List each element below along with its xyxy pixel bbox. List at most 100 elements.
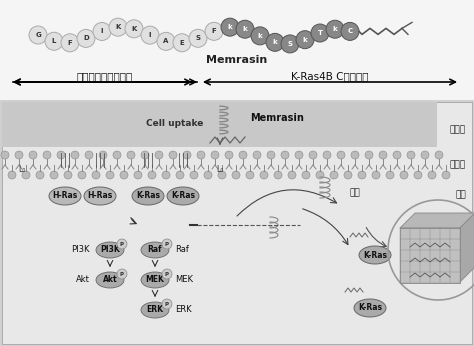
Text: H-Ras: H-Ras (87, 191, 113, 200)
Text: K: K (131, 26, 137, 32)
Circle shape (274, 171, 282, 179)
Text: k: k (228, 24, 232, 30)
Text: ERK: ERK (146, 306, 164, 315)
Circle shape (309, 151, 317, 159)
Text: k: k (302, 37, 307, 43)
Text: Raf: Raf (148, 246, 162, 255)
Circle shape (267, 151, 275, 159)
Circle shape (205, 22, 223, 40)
Circle shape (386, 171, 394, 179)
Text: k: k (333, 26, 337, 32)
Ellipse shape (359, 246, 391, 264)
Circle shape (296, 31, 314, 49)
Circle shape (204, 171, 212, 179)
Circle shape (155, 151, 163, 159)
Circle shape (189, 29, 207, 47)
Circle shape (311, 24, 329, 42)
Circle shape (113, 151, 121, 159)
Circle shape (295, 151, 303, 159)
Text: K: K (115, 24, 121, 30)
Circle shape (281, 35, 299, 53)
Circle shape (93, 22, 111, 40)
Circle shape (365, 151, 373, 159)
Circle shape (211, 151, 219, 159)
Text: 溶酶体释放促进序列: 溶酶体释放促进序列 (77, 71, 133, 81)
Ellipse shape (141, 242, 169, 258)
Text: P: P (165, 272, 169, 276)
Circle shape (109, 18, 127, 36)
Text: L: L (52, 38, 56, 44)
Circle shape (358, 171, 366, 179)
Text: 胞质: 胞质 (455, 191, 466, 200)
Text: k: k (243, 26, 247, 32)
Text: G: G (35, 32, 41, 38)
Circle shape (162, 269, 172, 279)
Circle shape (162, 171, 170, 179)
Ellipse shape (354, 299, 386, 317)
Circle shape (157, 32, 175, 51)
Circle shape (78, 171, 86, 179)
Text: A: A (164, 38, 169, 44)
Circle shape (77, 29, 95, 47)
Circle shape (337, 151, 345, 159)
Circle shape (221, 18, 239, 36)
Circle shape (141, 151, 149, 159)
Circle shape (125, 20, 143, 38)
Circle shape (134, 171, 142, 179)
Text: 聚集: 聚集 (350, 189, 360, 198)
Circle shape (281, 151, 289, 159)
Circle shape (50, 171, 58, 179)
Circle shape (393, 151, 401, 159)
Circle shape (251, 27, 269, 45)
Text: F: F (211, 28, 216, 34)
Text: K-Ras: K-Ras (136, 191, 160, 200)
Circle shape (330, 171, 338, 179)
Text: 细胞膜: 细胞膜 (450, 161, 466, 170)
Circle shape (421, 151, 429, 159)
Circle shape (351, 151, 359, 159)
Circle shape (236, 20, 254, 38)
Circle shape (225, 151, 233, 159)
Circle shape (183, 151, 191, 159)
Ellipse shape (167, 187, 199, 205)
Circle shape (173, 34, 191, 52)
Circle shape (246, 171, 254, 179)
Text: S: S (195, 35, 201, 41)
Circle shape (15, 151, 23, 159)
Circle shape (288, 171, 296, 179)
Text: S: S (288, 41, 292, 47)
Circle shape (127, 151, 135, 159)
Circle shape (64, 171, 72, 179)
Text: PI3K: PI3K (100, 246, 120, 255)
Circle shape (341, 22, 359, 40)
Circle shape (22, 171, 30, 179)
Text: I: I (149, 32, 151, 38)
FancyBboxPatch shape (2, 102, 437, 147)
Circle shape (176, 171, 184, 179)
Polygon shape (400, 213, 474, 228)
Circle shape (61, 34, 79, 52)
Circle shape (99, 151, 107, 159)
FancyBboxPatch shape (2, 102, 472, 344)
Polygon shape (460, 213, 474, 282)
Circle shape (120, 171, 128, 179)
Circle shape (302, 171, 310, 179)
Text: E: E (180, 40, 184, 46)
Text: P: P (120, 272, 124, 276)
Circle shape (260, 171, 268, 179)
Ellipse shape (141, 302, 169, 318)
Circle shape (218, 171, 226, 179)
Text: P: P (165, 301, 169, 307)
Text: k: k (273, 39, 277, 45)
Circle shape (43, 151, 51, 159)
Text: MEK: MEK (175, 275, 193, 284)
Circle shape (141, 26, 159, 44)
FancyBboxPatch shape (0, 0, 474, 100)
Ellipse shape (96, 272, 124, 288)
Circle shape (326, 20, 344, 38)
Circle shape (323, 151, 331, 159)
Circle shape (148, 171, 156, 179)
Text: P: P (165, 242, 169, 246)
Circle shape (8, 171, 16, 179)
Circle shape (400, 171, 408, 179)
